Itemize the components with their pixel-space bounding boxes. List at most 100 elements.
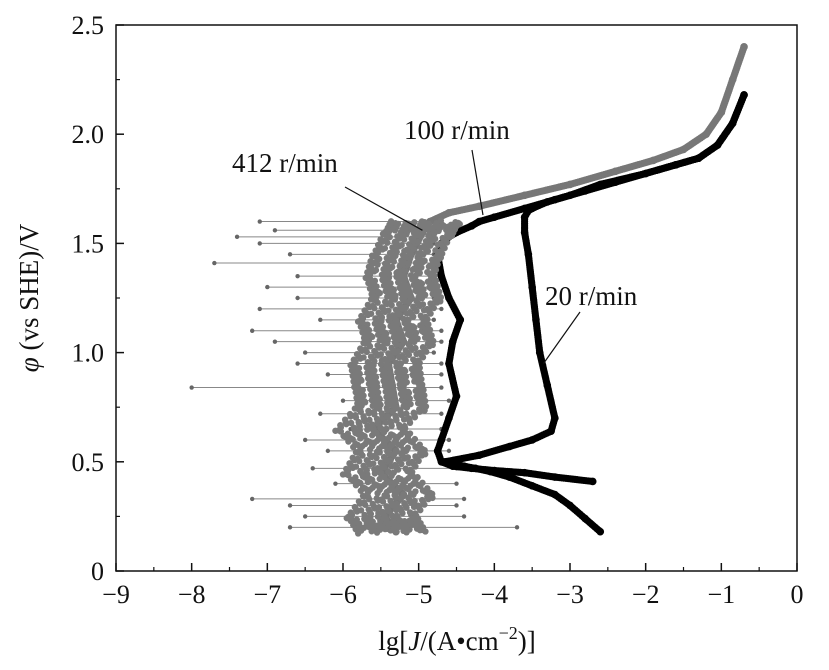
series-rpm412-cloud-marker <box>353 516 360 523</box>
series-rpm412-cloud-marker <box>357 376 364 383</box>
error-bar-end <box>310 466 315 471</box>
series-rpm412-cloud-marker <box>389 312 396 319</box>
series-rpm412-cloud-marker <box>409 323 416 330</box>
series-rpm412-cloud-marker <box>392 220 399 227</box>
series-rpm412-cloud-marker <box>378 304 386 311</box>
series-rpm412-cloud-marker <box>388 285 396 293</box>
series-rpm100-point <box>490 213 499 221</box>
x-tick-label: 0 <box>791 580 804 609</box>
series-rpm20-point <box>596 527 605 536</box>
error-bar-end <box>287 525 293 530</box>
series-rpm20-point <box>566 501 574 510</box>
series-rpm412-cloud-marker <box>428 332 435 339</box>
series-rpm412-cloud-marker <box>400 491 407 498</box>
error-bar-end <box>446 398 452 403</box>
series-rpm412-cloud-marker <box>364 422 371 429</box>
series-rpm412-cloud-marker <box>414 335 421 342</box>
series-rpm412-cloud-marker <box>405 260 412 268</box>
series-rpm412-cloud-marker <box>385 350 392 357</box>
series-rpm412-cloud-marker <box>366 451 374 458</box>
series-rpm412-cloud-marker <box>365 407 372 415</box>
series-rpm412-cloud-marker <box>394 348 402 355</box>
series-rpm412-cloud-marker <box>374 288 382 296</box>
series-rpm412-cloud-marker <box>407 466 414 473</box>
series-rpm412-cloud-marker <box>406 309 414 316</box>
series-rpm412-cloud-marker <box>439 234 446 242</box>
series-rpm412-cloud-marker <box>392 412 399 420</box>
series-rpm412-cloud-marker <box>402 347 409 354</box>
series-rpm412-cloud-marker <box>426 326 434 334</box>
series-rpm412-cloud-marker <box>411 219 418 226</box>
series-rpm412-cloud-marker <box>427 262 434 269</box>
series-rpm412-cloud-marker <box>398 257 405 264</box>
error-bar-end <box>439 385 444 390</box>
annotation-label-412: 412 r/min <box>232 148 338 178</box>
series-rpm412-cloud-marker <box>381 298 389 306</box>
error-bar-end <box>439 411 444 416</box>
series-rpm412-cloud-marker <box>422 313 429 321</box>
series-rpm412-cloud-marker <box>361 511 368 519</box>
series-rpm412-cloud-marker <box>346 410 354 418</box>
series-rpm412-cloud-marker <box>390 469 397 477</box>
series-rpm412-cloud-marker <box>387 418 394 425</box>
series-rpm20-point <box>520 228 529 237</box>
series-rpm412-cloud-marker <box>416 441 423 448</box>
series-rpm412-cloud-marker <box>383 426 390 433</box>
series-rpm412-cloud-marker <box>414 357 422 364</box>
series-rpm100-point <box>475 217 484 226</box>
series-rpm412-cloud-marker <box>365 506 372 513</box>
series-rpm20-point <box>475 451 484 460</box>
series-rpm412-cloud-marker <box>372 247 379 254</box>
series-rpm412-cloud-marker <box>354 441 361 449</box>
series-rpm412-cloud-marker <box>414 502 422 509</box>
y-tick-label: 1.0 <box>72 339 105 368</box>
series-rpm412-cloud-marker <box>381 245 389 252</box>
series-rpm412-cloud-marker <box>388 512 396 519</box>
series-rpm412-cloud-marker <box>388 263 396 271</box>
series-rpm412-cloud-marker <box>397 475 405 483</box>
series-rpm20-point <box>524 250 533 259</box>
x-tick-label: −7 <box>253 580 281 609</box>
series-rpm100-point <box>713 141 722 149</box>
series-rpm412-cloud-marker <box>418 218 426 225</box>
series-rpm412-cloud-marker <box>411 435 419 443</box>
series-rpm412-cloud-marker <box>378 271 386 278</box>
series-rpm20-point <box>505 442 514 451</box>
series-rpm20-point <box>532 316 540 324</box>
series-rpm412-cloud-marker <box>437 294 445 301</box>
series-rpm412-cloud-marker <box>406 289 413 296</box>
series-rpm412-cloud-marker <box>373 415 381 423</box>
series-rpm412-cloud-marker <box>364 321 371 328</box>
series-rpm412-point <box>520 191 529 200</box>
series-rpm412-cloud-marker <box>408 235 415 242</box>
series-rpm412-cloud-marker <box>367 332 374 339</box>
series-rpm20-point <box>581 514 589 523</box>
series-rpm412-cloud-marker <box>405 415 413 422</box>
error-bar-end <box>454 481 459 486</box>
annotation-label-20: 20 r/min <box>545 281 638 311</box>
error-bar-end <box>325 448 331 454</box>
series-rpm412-cloud-marker <box>385 307 392 314</box>
series-rpm412-cloud-marker <box>403 246 410 254</box>
series-rpm20-point <box>535 348 544 357</box>
series-rpm412-cloud-marker <box>373 283 380 290</box>
y-axis-title: φ (vs SHE)/V <box>14 223 44 372</box>
series-rpm412-cloud-marker <box>396 421 403 429</box>
series-rpm412-cloud-marker <box>437 217 445 224</box>
series-rpm412-cloud-marker <box>382 419 389 426</box>
series-rpm412-cloud-marker <box>347 419 355 427</box>
annotation-leader <box>543 311 581 364</box>
series-rpm412-cloud-marker <box>366 416 373 424</box>
series-rpm412-cloud-marker <box>361 346 369 353</box>
series-rpm412-cloud-marker <box>411 510 419 517</box>
series-rpm412-cloud-marker <box>377 424 385 432</box>
series-rpm412-cloud-marker <box>352 474 359 481</box>
series-rpm412-cloud-marker <box>387 457 394 464</box>
series-rpm100-point <box>445 294 453 302</box>
series-rpm412-cloud-marker <box>412 488 419 495</box>
series-rpm412-cloud-marker <box>372 315 379 322</box>
error-bar-end <box>446 448 452 454</box>
x-tick-label: −3 <box>556 580 584 609</box>
series-rpm412-cloud-marker <box>395 326 402 333</box>
series-rpm412-cloud-marker <box>357 479 364 487</box>
